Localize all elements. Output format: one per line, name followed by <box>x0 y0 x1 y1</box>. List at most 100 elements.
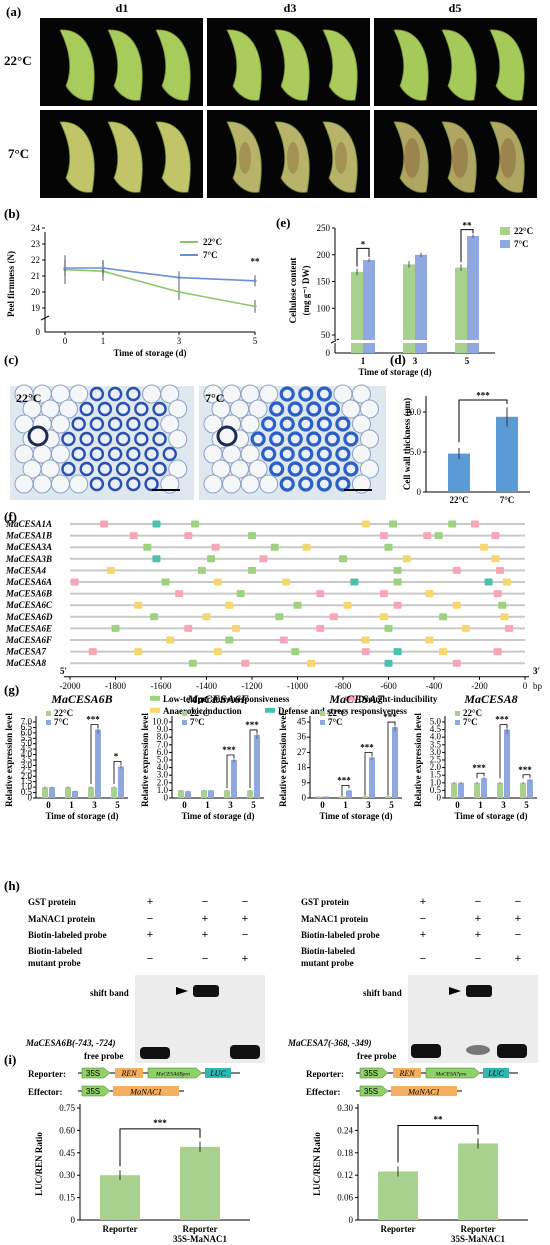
plant-cell <box>324 401 340 417</box>
emsa-row-label: GST protein <box>28 897 76 907</box>
bar <box>339 796 345 798</box>
y-tick-label: 0.06 <box>337 1193 353 1203</box>
plant-cell <box>107 476 123 492</box>
plant-cell <box>359 459 379 479</box>
emsa-sign: − <box>147 913 153 925</box>
plant-cell <box>160 414 180 434</box>
cis-element <box>175 590 184 598</box>
y-tick-label: 0 <box>417 487 422 497</box>
cis-element <box>495 566 504 574</box>
cis-element <box>402 555 411 563</box>
luc-label: LUC <box>487 1069 504 1078</box>
cis-element <box>213 648 222 656</box>
x-axis-title: Time of storage (d) <box>319 811 392 821</box>
y-tick-label: 4.0 <box>157 762 169 772</box>
series-line <box>64 268 256 308</box>
plant-cell <box>306 431 322 447</box>
free-probe-band <box>140 1047 170 1059</box>
y-tick-label: 0.45 <box>59 1148 75 1158</box>
plant-cell <box>32 474 52 494</box>
promoter-label: MaCESA6Bpro <box>155 1072 190 1078</box>
plant-cell <box>203 444 223 464</box>
plant-cell <box>89 416 105 432</box>
x-axis-title: Time of storage (d) <box>454 811 527 821</box>
emsa-sign: + <box>147 929 153 941</box>
legend-swatch <box>150 695 160 701</box>
luc-box <box>205 1068 231 1078</box>
y-axis-title: Relative expression level <box>140 713 150 807</box>
plant-cell <box>316 416 332 432</box>
plant-cell <box>248 399 268 419</box>
cis-element <box>500 613 509 621</box>
plant-cell <box>126 416 141 432</box>
y-tick-label: 10.0 <box>152 717 168 727</box>
data-point <box>101 266 105 270</box>
plant-cell <box>115 401 131 417</box>
col-label-d5: d5 <box>449 1 462 15</box>
cis-element <box>70 578 79 586</box>
y-tick-label: 150 <box>317 277 331 287</box>
y-tick-label: 0 <box>437 793 442 803</box>
legend-swatch <box>320 720 325 725</box>
bar <box>351 271 363 353</box>
emsa-sign: − <box>475 953 481 965</box>
cis-element <box>339 555 347 563</box>
ren-label: REN <box>398 1069 415 1078</box>
y-tick-label: 22 <box>31 255 40 265</box>
emsa-row-label: Biotin-labeled probe <box>28 930 107 940</box>
plant-cell <box>298 476 314 492</box>
sig-bracket <box>499 724 508 779</box>
plant-cell <box>107 446 123 462</box>
cis-element <box>307 659 316 667</box>
cis-element <box>484 578 493 586</box>
y-tick-label: 0.5 <box>430 785 442 795</box>
y-axis-title: Relative expression level <box>413 713 423 807</box>
plant-cell <box>279 446 295 462</box>
free-probe-band <box>497 1044 527 1058</box>
cis-element <box>452 659 461 667</box>
emsa-sign: − <box>515 896 521 908</box>
bp-tick-label: -200 <box>471 681 488 691</box>
x-tick-label: 3 <box>413 356 418 366</box>
bar <box>527 779 533 798</box>
chart-title: MaCESA8 <box>463 692 517 706</box>
plant-cell <box>203 414 223 434</box>
banana-shape <box>226 121 262 193</box>
chilling-injury-spot <box>500 138 516 178</box>
micrograph-panels <box>10 384 386 500</box>
promoter-box <box>147 1067 203 1079</box>
y-tick-label: 8.0 <box>157 732 169 742</box>
y-tick-label: 21 <box>31 271 40 281</box>
emsa-row-label: mutant probe <box>301 958 354 968</box>
chilling-injury-spot <box>404 138 420 178</box>
probe-label: MaCESA6B(-743, -724) <box>25 1038 116 1048</box>
free-probe-band <box>230 1045 260 1059</box>
plant-cell <box>261 416 277 432</box>
plant-cell <box>107 416 123 432</box>
plant-cell <box>50 474 70 494</box>
cis-element <box>316 624 325 632</box>
cis-element <box>361 636 370 644</box>
bar <box>378 1171 418 1220</box>
bar <box>385 796 391 798</box>
gene-label: MaCESA1A <box>5 519 52 529</box>
plant-cell <box>79 401 94 417</box>
plant-cell <box>359 429 379 449</box>
gene-label: MaCESA6F <box>5 635 52 645</box>
cis-element <box>111 624 120 632</box>
emsa-row-label: MaNAC1 protein <box>28 914 95 924</box>
35s-box <box>359 1085 389 1097</box>
chilling-injury-spot <box>239 142 251 174</box>
plant-cell <box>259 474 279 494</box>
plant-cell <box>240 414 260 434</box>
cis-element <box>213 578 222 586</box>
35s-label: 35S <box>364 1087 378 1096</box>
emsa-sign: − <box>202 953 208 965</box>
bar <box>72 790 78 798</box>
emsa-sign: − <box>147 953 153 965</box>
sig-bracket <box>522 774 531 779</box>
legend-label: 22°C <box>190 708 209 718</box>
cis-element <box>150 613 159 621</box>
plant-cell <box>126 386 141 402</box>
gene-label: MaCESA6B <box>5 589 52 599</box>
